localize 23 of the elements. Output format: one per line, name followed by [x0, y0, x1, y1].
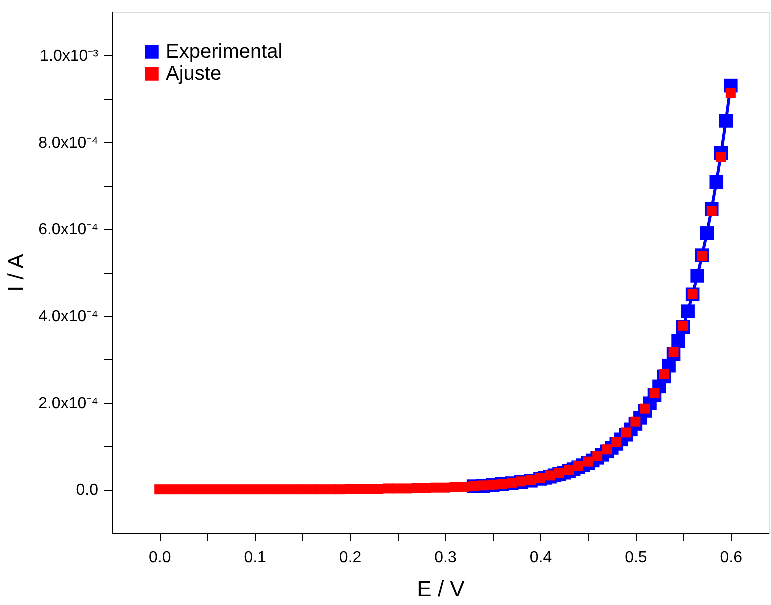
legend-label: Ajuste: [166, 63, 222, 85]
y-tick-label: 1.0x10⁻³: [40, 48, 100, 65]
x-tick-label: 0.5: [625, 550, 648, 566]
x-tick-label: 0.1: [244, 550, 267, 566]
point: [710, 175, 724, 190]
x-tick-label: 0.6: [720, 550, 743, 566]
x-tick-label: 0.4: [530, 550, 552, 566]
point: [690, 269, 704, 283]
x-tick-label: 0.3: [434, 550, 457, 566]
x-tick-label: 0.2: [339, 550, 362, 566]
x-axis-title: E / V: [417, 576, 466, 602]
y-tick-label: 0.0: [76, 482, 99, 500]
legend-label: Experimental: [166, 41, 283, 63]
y-tick-label: 6.0x10⁻⁴: [38, 222, 99, 239]
x-tick-label: 0.0: [148, 550, 172, 566]
y-tick-label: 4.0x10⁻⁴: [38, 308, 99, 326]
y-axis-title: I / A: [4, 254, 29, 292]
point: [681, 304, 695, 318]
point: [700, 226, 714, 240]
point: [719, 114, 734, 128]
y-tick-label: 2.0x10⁻⁴: [38, 395, 99, 412]
y-tick-label: 8.0x10⁻⁴: [38, 134, 99, 152]
point: [672, 334, 686, 348]
